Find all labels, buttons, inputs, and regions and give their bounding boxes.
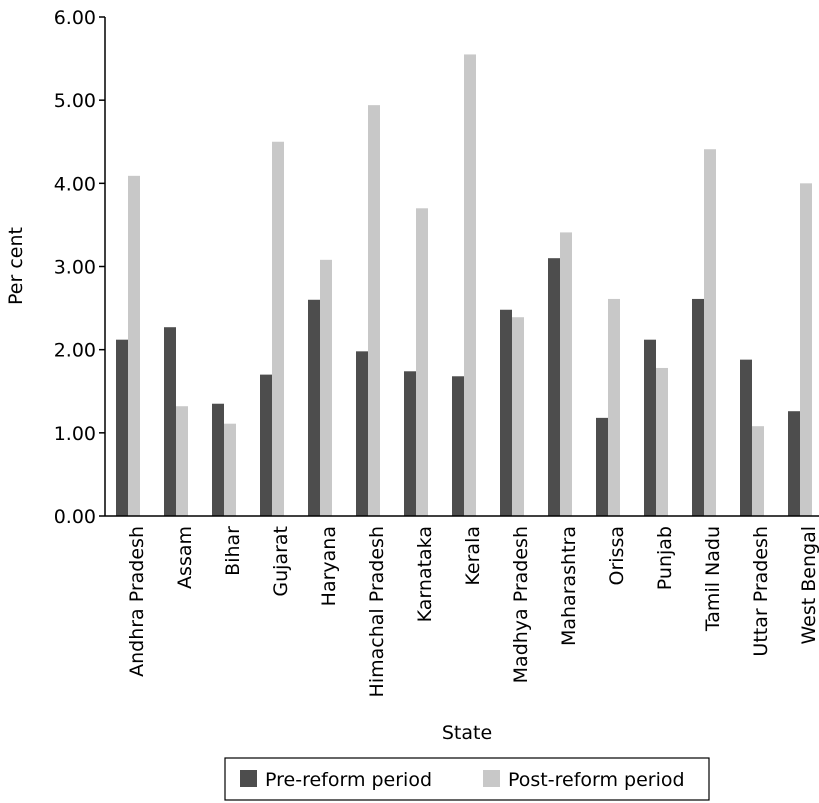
bar-pre-reform [116,339,128,516]
x-category-label: Himachal Pradesh [366,526,388,697]
bar-post-reform [128,175,140,516]
y-tick-label: 5.00 [54,90,96,112]
bar-post-reform [176,406,188,516]
bar-post-reform [752,426,764,516]
x-category-label: West Bengal [798,526,819,645]
bar-post-reform [464,54,476,517]
y-axis: 0.00 1.00 2.00 3.00 4.00 5.00 6.00 [54,7,106,528]
x-category-label: Madhya Pradesh [510,526,532,683]
bar-pre-reform [260,374,272,516]
bars [116,54,812,517]
x-axis-title: State [442,722,492,744]
bar-pre-reform [740,359,752,516]
y-tick-label: 1.00 [54,423,96,445]
y-axis-title: Per cent [5,227,27,305]
bar-pre-reform [644,339,656,516]
legend-swatch [240,770,257,787]
bar-post-reform [224,423,236,516]
bar-post-reform [320,259,332,516]
bar-pre-reform [452,376,464,516]
x-category-label: Kerala [462,526,484,586]
bar-pre-reform [164,327,176,516]
legend-box [224,757,710,801]
x-category-label: Uttar Pradesh [750,526,772,657]
x-category-label: Bihar [222,526,244,576]
bar-pre-reform [212,403,224,516]
bar-post-reform [656,367,668,516]
bar-post-reform [512,317,524,516]
legend: Pre-reform period Post-reform period [224,757,710,801]
bar-pre-reform [308,299,320,516]
bar-post-reform [560,232,572,516]
x-category-label: Tamil Nadu [702,526,724,632]
x-category-label: Punjab [654,526,676,590]
bar-post-reform [608,298,620,516]
bar-post-reform [416,208,428,517]
y-tick-label: 6.00 [54,7,96,29]
y-tick-label: 4.00 [54,173,96,195]
bar-post-reform [800,183,812,517]
y-tick-label: 0.00 [54,506,96,528]
legend-label: Pre-reform period [265,769,432,791]
x-category-label: Andhra Pradesh [126,526,148,677]
bar-pre-reform [596,417,608,516]
bar-post-reform [272,141,284,516]
bar-pre-reform [548,258,560,516]
x-category-label: Orissa [606,526,628,586]
bar-pre-reform [500,309,512,516]
legend-label: Post-reform period [508,769,685,791]
y-tick-label: 3.00 [54,257,96,279]
x-category-label: Gujarat [270,526,292,597]
bar-post-reform [368,105,380,516]
bar-pre-reform [788,411,800,516]
legend-swatch [483,770,500,787]
bar-pre-reform [692,298,704,516]
x-category-label: Assam [174,526,196,589]
x-category-label: Maharashtra [558,526,580,646]
x-axis: Andhra Pradesh Assam Bihar Gujarat Haryana Hi… [105,515,819,697]
bar-pre-reform [404,371,416,516]
bar-pre-reform [356,351,368,516]
y-tick-label: 2.00 [54,340,96,362]
bar-post-reform [704,149,716,517]
x-category-label: Haryana [318,526,340,606]
x-category-label: Karnataka [414,526,436,622]
